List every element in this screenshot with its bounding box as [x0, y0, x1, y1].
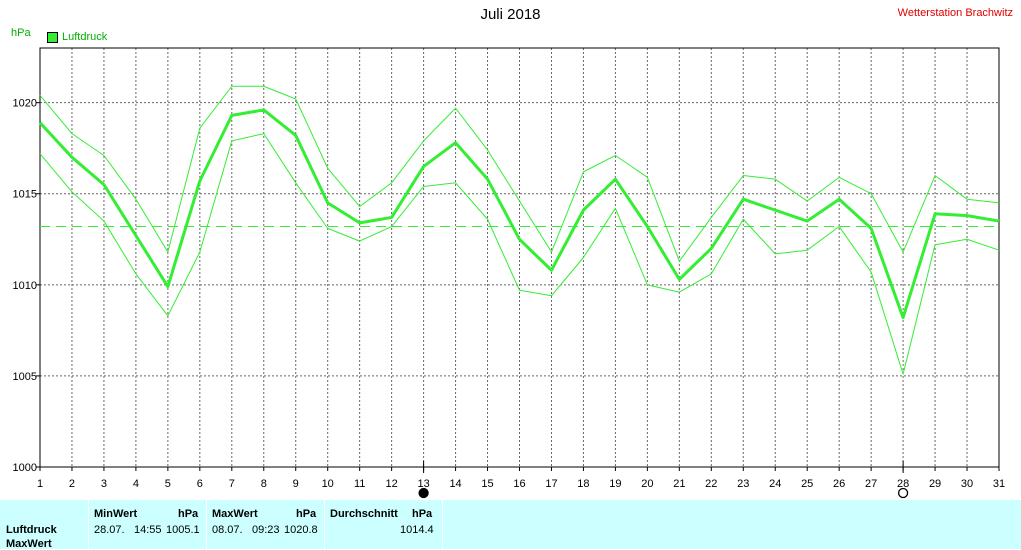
x-tick-label: 11 — [354, 478, 365, 490]
chart-series — [38, 85, 1000, 375]
y-tick-label: 1020 — [13, 98, 37, 110]
legend-label: Luftdruck — [62, 31, 108, 43]
x-tick-label: 28 — [897, 478, 909, 490]
chart-markers — [418, 461, 909, 499]
x-tick-label: 31 — [993, 478, 1005, 490]
y-tick-label: 1015 — [13, 189, 37, 201]
x-tick-label: 3 — [101, 478, 107, 490]
x-tick-label: 8 — [261, 478, 267, 490]
stats-separator — [324, 500, 325, 549]
series-line-max — [39, 85, 1000, 262]
stats-max-header: MaxWert — [212, 508, 258, 520]
stats-avg-header: Durchschnitt — [330, 508, 398, 520]
y-tick-label: 1005 — [13, 371, 37, 383]
y-tick-label: 1000 — [13, 462, 37, 474]
x-tick-label: 25 — [801, 478, 813, 490]
y-tick-label: 1010 — [13, 280, 37, 292]
min-marker — [897, 487, 909, 499]
x-tick-label: 5 — [165, 478, 171, 490]
x-tick-label: 19 — [609, 478, 621, 490]
x-tick-label: 16 — [513, 478, 525, 490]
station-name: Wetterstation Brachwitz — [897, 7, 1013, 19]
x-tick-label: 7 — [229, 478, 235, 490]
series-line-min — [39, 133, 1000, 375]
x-tick-label: 6 — [197, 478, 203, 490]
series-line-mean — [38, 108, 1000, 320]
x-tick-label: 2 — [69, 478, 75, 490]
stats-min-header: MinWert — [94, 508, 138, 520]
stats-avg-cell: Durchschnitt hPa 1014.4 — [330, 500, 440, 549]
stats-table: Luftdruck MaxWert MinWert hPa 28.07. 14:… — [0, 500, 1021, 550]
stats-min-date: 28.07. — [94, 524, 125, 536]
stats-avg-unit: hPa — [412, 508, 433, 520]
stats-min-unit: hPa — [178, 508, 199, 520]
x-tick-label: 24 — [769, 478, 781, 490]
chart-axes — [36, 47, 1000, 471]
stats-separator — [206, 500, 207, 549]
x-tick-label: 18 — [577, 478, 589, 490]
stats-separator — [442, 500, 443, 549]
stats-min-time: 14:55 — [134, 524, 162, 536]
stats-max-date: 08.07. — [212, 524, 243, 536]
stats-max-time: 09:23 — [252, 524, 280, 536]
x-tick-label: 26 — [833, 478, 845, 490]
stats-min-value: 1005.1 — [166, 524, 200, 536]
x-tick-label: 22 — [705, 478, 717, 490]
stats-row-label-2: MaxWert — [6, 538, 52, 550]
pressure-chart: 1 2 3 4 5 6 7 8 9 10 11 12 13 14 15 16 17 18 19 20 21 22 23 24 2… — [13, 47, 1006, 499]
x-tick-label: 29 — [929, 478, 941, 490]
legend-swatch — [47, 31, 58, 43]
x-tick-label: 17 — [545, 478, 557, 490]
stats-max-value: 1020.8 — [284, 524, 318, 536]
stats-max-cell: MaxWert hPa 08.07. 09:23 1020.8 — [212, 500, 322, 549]
chart-grid — [40, 48, 999, 467]
x-tick-label: 15 — [481, 478, 493, 490]
chart-tick-labels: 1 2 3 4 5 6 7 8 9 10 11 12 13 14 15 16 17 18 19 20 21 22 23 24 2… — [13, 98, 1006, 490]
x-tick-label: 21 — [673, 478, 685, 490]
x-tick-label: 14 — [449, 478, 461, 490]
stats-separator — [88, 500, 89, 549]
stats-max-unit: hPa — [296, 508, 317, 520]
x-tick-label: 1 — [37, 478, 43, 490]
legend: Luftdruck — [47, 31, 107, 43]
stats-row-label: Luftdruck — [6, 524, 57, 536]
y-axis-unit: hPa — [11, 27, 31, 39]
x-tick-label: 20 — [641, 478, 653, 490]
x-tick-label: 12 — [386, 478, 398, 490]
stats-avg-value: 1014.4 — [400, 524, 434, 536]
x-tick-label: 4 — [133, 478, 139, 490]
chart-title: Juli 2018 — [480, 6, 541, 23]
max-marker — [418, 487, 429, 499]
x-tick-label: 9 — [293, 478, 299, 490]
x-tick-label: 23 — [737, 478, 749, 490]
stats-min-cell: MinWert hPa 28.07. 14:55 1005.1 — [94, 500, 204, 549]
x-tick-label: 27 — [865, 478, 877, 490]
x-tick-label: 30 — [961, 478, 973, 490]
x-tick-label: 13 — [417, 478, 429, 490]
plot-frame — [39, 47, 1000, 468]
x-tick-label: 10 — [322, 478, 334, 490]
